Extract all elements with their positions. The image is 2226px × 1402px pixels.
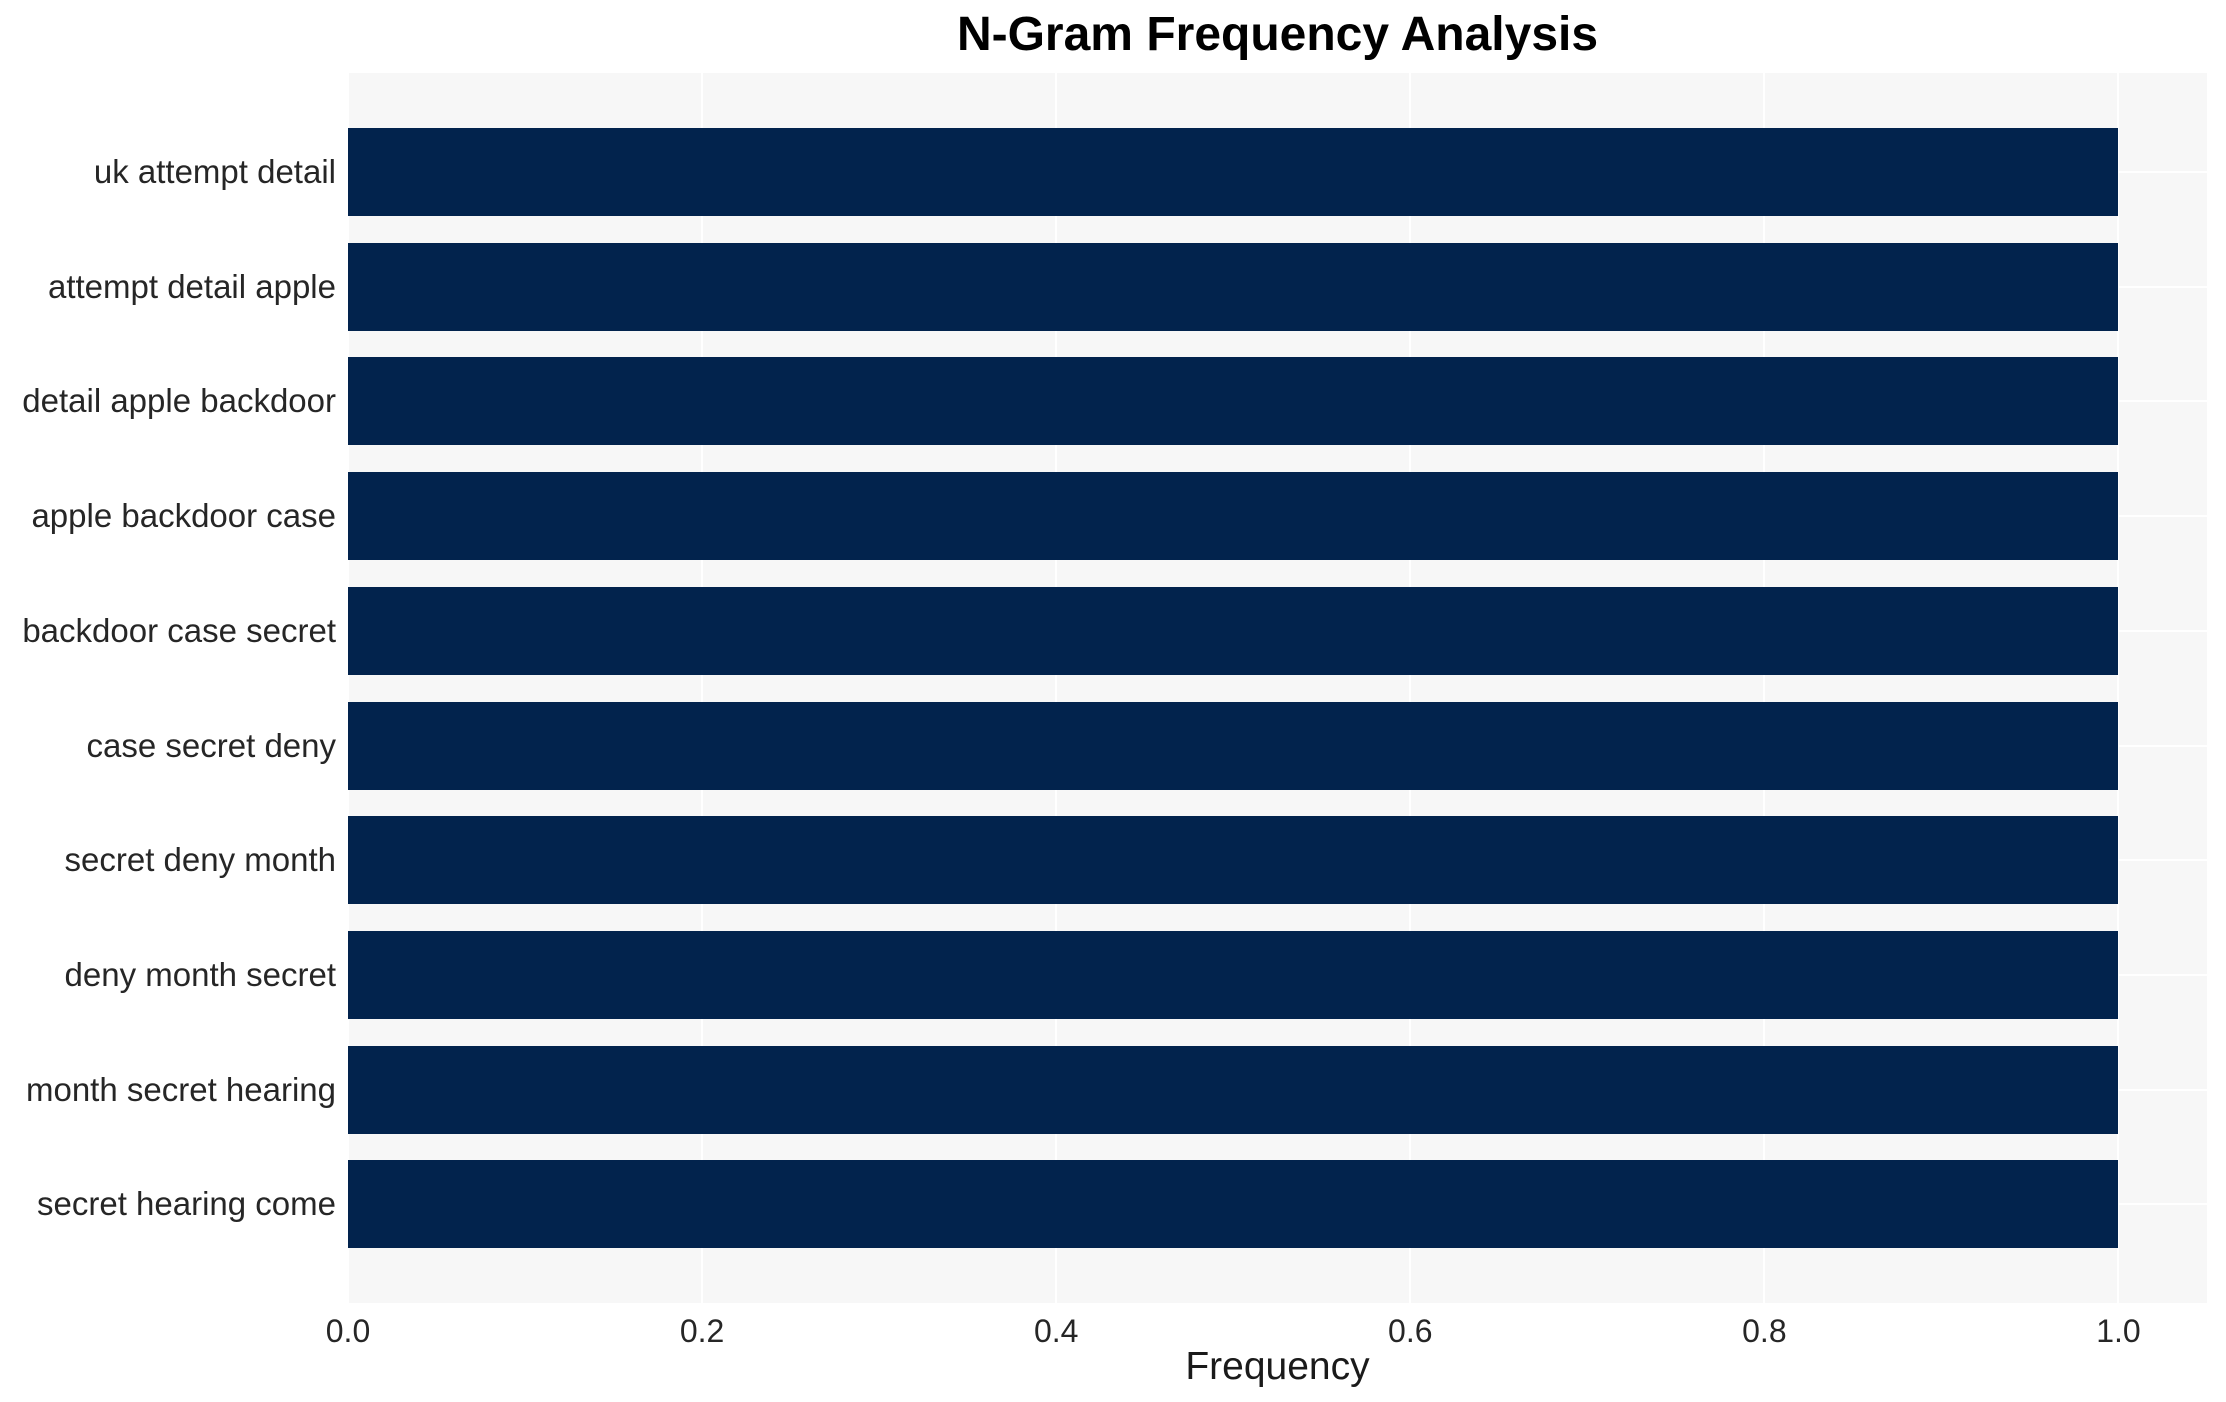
x-gridline: [1409, 73, 1412, 1303]
x-tick-label: 0.4: [1033, 1313, 1079, 1349]
y-tick-label: month secret hearing: [25, 1070, 336, 1108]
x-tick-label: 1.0: [2096, 1313, 2141, 1349]
bar: [348, 930, 2119, 1019]
bar: [348, 816, 2119, 905]
x-tick-label: 0.2: [679, 1313, 725, 1349]
bar: [348, 1160, 2119, 1249]
bar: [348, 1045, 2119, 1134]
x-axis-ticks: 0.0 0.2 0.4 0.6 0.8 1.0: [0, 1311, 2226, 1355]
y-tick-label: detail apple backdoor: [22, 382, 336, 420]
x-gridline: [348, 73, 349, 1303]
y-tick-label: backdoor case secret: [22, 611, 336, 649]
y-tick-label: apple backdoor case: [31, 497, 336, 535]
bar: [348, 357, 2119, 446]
bar: [348, 586, 2119, 675]
x-tick-label: 0.0: [325, 1313, 371, 1349]
chart-title: N-Gram Frequency Analysis: [956, 8, 1599, 61]
y-tick-label: case secret deny: [86, 726, 336, 764]
y-tick-label: secret deny month: [64, 841, 336, 879]
x-gridline: [701, 73, 704, 1303]
y-tick-label: deny month secret: [64, 955, 336, 993]
bar: [348, 701, 2119, 790]
plot-area: [348, 73, 2207, 1303]
bar: [348, 128, 2119, 216]
y-axis-labels: uk attempt detail attempt detail apple det…: [0, 73, 336, 1303]
y-tick-label: attempt detail apple: [47, 267, 336, 305]
y-tick-label: secret hearing come: [37, 1185, 336, 1223]
x-gridline: [2117, 73, 2120, 1303]
x-gridline: [1055, 73, 1058, 1303]
x-axis-label: Frequency: [1185, 1345, 1370, 1388]
x-tick-label: 0.6: [1388, 1313, 1433, 1349]
x-tick-label: 0.8: [1742, 1313, 1787, 1349]
bar: [348, 242, 2119, 331]
x-gridline: [1763, 73, 1766, 1303]
y-tick-label: uk attempt detail: [93, 153, 336, 190]
bar: [348, 472, 2119, 561]
